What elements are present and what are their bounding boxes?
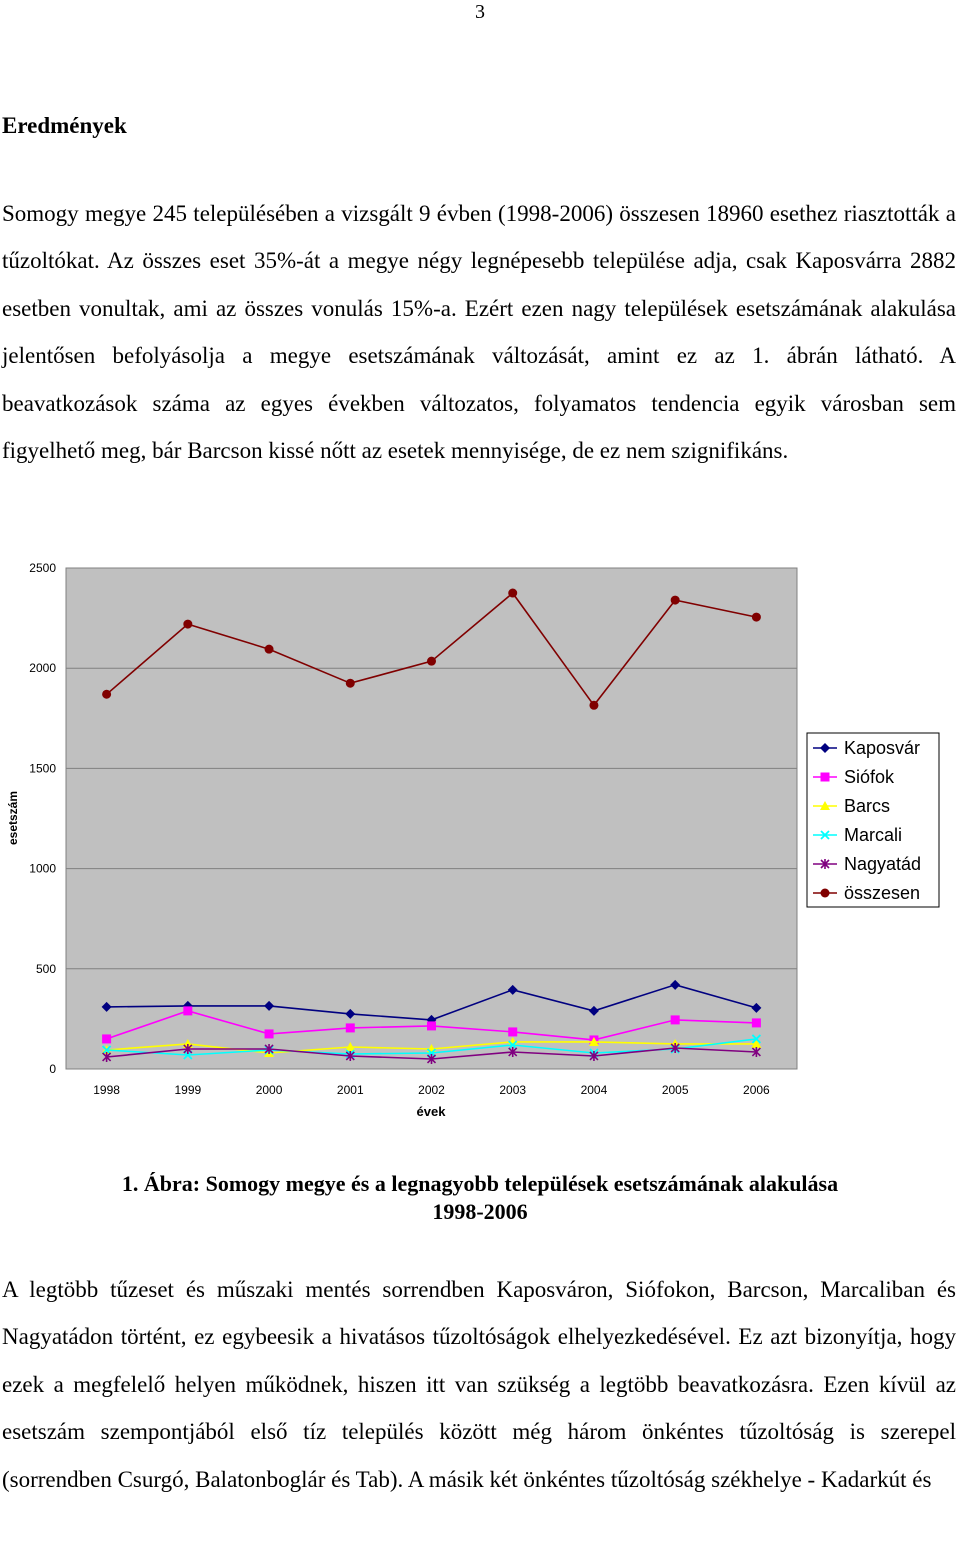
data-point <box>751 612 761 622</box>
x-tick-label: 2000 <box>256 1083 283 1097</box>
data-point <box>427 656 436 666</box>
data-point <box>345 1050 355 1061</box>
x-tick-label: 2005 <box>662 1083 689 1097</box>
data-point <box>507 984 518 995</box>
line-chart: 0 500 1000 1500 2000 2500 1998 1999 2000 2001 2002… <box>0 550 960 1130</box>
legend-label: összesen <box>844 883 920 903</box>
x-axis-label: évek <box>417 1104 447 1119</box>
data-point <box>751 1038 762 1048</box>
data-point <box>820 743 830 753</box>
data-point <box>589 1050 599 1061</box>
x-tick-label: 1998 <box>93 1083 120 1097</box>
legend-entry: Siófok <box>813 767 895 787</box>
series-Nagyatád <box>102 1042 761 1064</box>
data-point <box>182 1000 193 1011</box>
data-point <box>751 1046 761 1057</box>
data-point <box>102 1051 112 1062</box>
data-point <box>101 1045 112 1055</box>
y-tick-label: 2000 <box>29 661 56 675</box>
y-tick-label: 1500 <box>29 761 56 775</box>
y-tick-label: 500 <box>36 962 56 976</box>
y-tick-label: 0 <box>49 1062 56 1076</box>
section-heading: Eredmények <box>2 113 127 138</box>
legend-label: Barcs <box>844 796 890 816</box>
data-point <box>588 1036 599 1046</box>
data-point <box>102 689 112 699</box>
data-point <box>751 1018 761 1028</box>
data-point <box>102 1034 112 1044</box>
data-point <box>508 1027 518 1037</box>
data-point <box>508 588 518 598</box>
x-tick-label: 2006 <box>743 1083 770 1097</box>
data-point <box>670 595 680 605</box>
chart-svg: 0 500 1000 1500 2000 2500 1998 1999 2000 2001 2002… <box>6 561 940 1119</box>
page-number: 3 <box>475 1 485 23</box>
data-point <box>670 979 681 990</box>
data-point <box>820 830 830 840</box>
x-tick-label: 2004 <box>581 1083 608 1097</box>
x-tick-label: 2003 <box>499 1083 526 1097</box>
legend-label: Marcali <box>844 825 902 845</box>
axis-ticks: 0 500 1000 1500 2000 2500 1998 1999 2000 2001 2002… <box>29 561 770 1097</box>
caption-line-1: 1. Ábra: Somogy megye és a legnagyobb te… <box>121 1171 839 1196</box>
x-tick-label: 2001 <box>337 1083 364 1097</box>
data-point <box>264 1000 275 1011</box>
data-point <box>264 1043 274 1054</box>
data-point <box>670 1042 680 1053</box>
data-point <box>820 801 830 810</box>
data-point <box>345 1023 355 1033</box>
data-point <box>264 644 274 654</box>
legend-entry: Nagyatád <box>813 854 921 874</box>
legend-entry: Barcs <box>813 796 890 816</box>
data-point <box>183 619 193 629</box>
y-axis-label: esetszám <box>6 791 20 845</box>
data-point <box>588 1005 599 1016</box>
series-összesen <box>102 588 761 710</box>
data-point <box>751 1002 762 1013</box>
data-point <box>264 1029 274 1039</box>
data-point <box>183 1006 193 1016</box>
data-point <box>508 1040 518 1050</box>
data-point <box>820 772 830 782</box>
legend-entry: Kaposvár <box>813 738 920 758</box>
data-point <box>427 1021 436 1031</box>
data-point <box>820 859 830 869</box>
data-point <box>183 1043 193 1054</box>
data-point <box>101 1001 112 1012</box>
data-point <box>345 1008 356 1019</box>
legend-entry: Marcali <box>813 825 902 845</box>
gridlines <box>66 667 797 970</box>
data-point <box>426 1053 437 1064</box>
legend-label: Siófok <box>844 767 895 787</box>
series-Kaposvár <box>101 979 762 1025</box>
data-point <box>508 1046 518 1057</box>
legend: Kaposvár Siófok Barcs Marcali Nagyatád összes… <box>806 732 940 908</box>
legend-box <box>806 732 940 908</box>
y-tick-label: 2500 <box>29 561 56 575</box>
figure-caption: 1. Ábra: Somogy megye és a legnagyobb te… <box>0 1170 960 1226</box>
data-point <box>345 678 355 688</box>
data-point <box>751 1034 762 1044</box>
caption-line-2: 1998-2006 <box>432 1199 528 1224</box>
plot-area <box>65 567 798 1070</box>
legend-entry: összesen <box>813 883 920 903</box>
paragraph-fire-stations: A legtöbb tűzeset és műszaki mentés sorr… <box>2 1277 956 1492</box>
legend-label: Kaposvár <box>844 738 920 758</box>
paragraph-results-intro: Somogy megye 245 településében a vizsgál… <box>2 201 956 464</box>
legend-label: Nagyatád <box>844 854 921 874</box>
y-tick-label: 1000 <box>29 862 56 876</box>
x-tick-label: 2002 <box>418 1083 445 1097</box>
data-point <box>345 1041 356 1051</box>
data-point <box>589 700 599 710</box>
data-point <box>820 888 830 898</box>
x-tick-label: 1999 <box>174 1083 201 1097</box>
series-layer <box>101 588 762 1064</box>
data-point <box>670 1015 680 1025</box>
